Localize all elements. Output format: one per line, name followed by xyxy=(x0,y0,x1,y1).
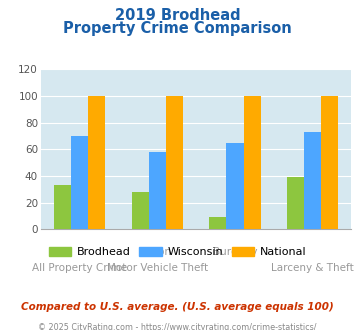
Text: Larceny & Theft: Larceny & Theft xyxy=(271,263,354,273)
Bar xyxy=(71,136,88,229)
Bar xyxy=(54,185,71,229)
Bar xyxy=(88,96,105,229)
Text: All Property Crime: All Property Crime xyxy=(32,263,127,273)
Text: Property Crime Comparison: Property Crime Comparison xyxy=(63,21,292,36)
Bar xyxy=(226,143,244,229)
Text: Burglary: Burglary xyxy=(213,248,257,257)
Text: Arson: Arson xyxy=(142,248,172,257)
Bar xyxy=(287,177,304,229)
Bar xyxy=(132,192,149,229)
Bar xyxy=(209,217,226,229)
Text: © 2025 CityRating.com - https://www.cityrating.com/crime-statistics/: © 2025 CityRating.com - https://www.city… xyxy=(38,323,317,330)
Legend: Brodhead, Wisconsin, National: Brodhead, Wisconsin, National xyxy=(44,242,311,262)
Text: 2019 Brodhead: 2019 Brodhead xyxy=(115,8,240,23)
Bar xyxy=(149,152,166,229)
Bar xyxy=(304,132,321,229)
Bar xyxy=(166,96,183,229)
Bar xyxy=(244,96,261,229)
Text: Motor Vehicle Theft: Motor Vehicle Theft xyxy=(107,263,208,273)
Text: Compared to U.S. average. (U.S. average equals 100): Compared to U.S. average. (U.S. average … xyxy=(21,302,334,312)
Bar xyxy=(321,96,338,229)
